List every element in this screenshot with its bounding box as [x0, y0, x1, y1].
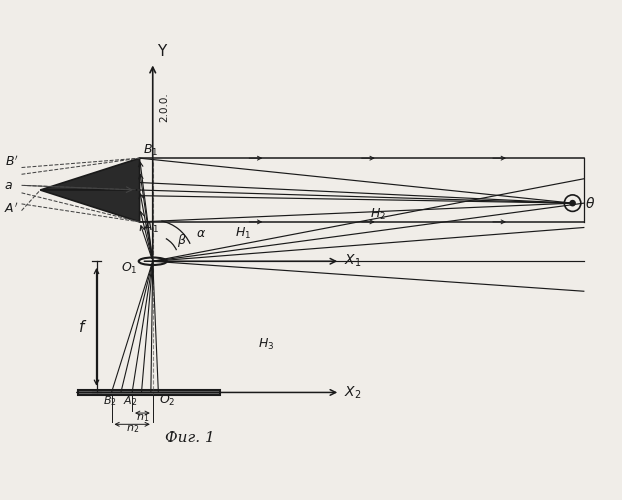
Text: $A_2$: $A_2$	[123, 394, 137, 408]
Text: $f$: $f$	[78, 319, 87, 335]
Text: $H_3$: $H_3$	[258, 336, 274, 351]
Text: $n_1$: $n_1$	[136, 412, 149, 424]
Text: $X_1$: $X_1$	[344, 253, 361, 270]
Text: 2.0.0.: 2.0.0.	[159, 92, 169, 122]
Text: $a$: $a$	[4, 179, 13, 192]
Text: $n_2$: $n_2$	[126, 423, 139, 435]
Text: $O_1$: $O_1$	[121, 260, 137, 276]
Text: $B_1$: $B_1$	[142, 142, 158, 158]
Text: $\beta$: $\beta$	[177, 232, 187, 250]
Text: $B'$: $B'$	[5, 154, 19, 168]
Text: $O_2$: $O_2$	[159, 392, 176, 408]
Polygon shape	[40, 158, 139, 190]
Text: $H_2$: $H_2$	[370, 207, 386, 222]
Text: $H_1$: $H_1$	[235, 226, 251, 241]
Text: $\alpha$: $\alpha$	[196, 227, 206, 240]
Text: Y: Y	[157, 44, 167, 59]
Text: Фиг. 1: Фиг. 1	[165, 431, 215, 445]
Text: $A_1$: $A_1$	[142, 220, 159, 236]
Text: $A'$: $A'$	[4, 201, 19, 216]
Text: $\theta$: $\theta$	[585, 196, 595, 210]
Polygon shape	[40, 190, 139, 222]
Text: $B_2$: $B_2$	[103, 394, 116, 408]
Circle shape	[570, 200, 575, 206]
Text: $X_2$: $X_2$	[344, 384, 361, 400]
Bar	[78, 390, 220, 396]
